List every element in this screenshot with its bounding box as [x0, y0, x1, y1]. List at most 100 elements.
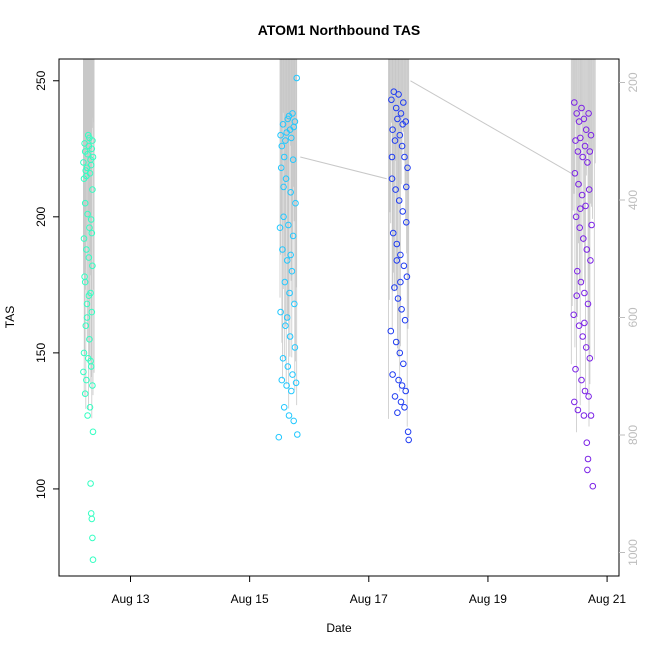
- data-point: [289, 232, 297, 240]
- data-point: [282, 175, 290, 182]
- data-point: [287, 251, 295, 259]
- data-point: [283, 129, 290, 136]
- data-point: [586, 148, 594, 155]
- data-point: [396, 131, 404, 139]
- data-point: [84, 150, 91, 158]
- data-point: [81, 140, 88, 147]
- data-point: [396, 349, 404, 357]
- data-point: [397, 398, 405, 406]
- data-point: [571, 398, 578, 406]
- data-point: [397, 278, 404, 286]
- data-point: [572, 365, 579, 373]
- data-point: [282, 322, 289, 330]
- data-point: [575, 180, 582, 188]
- data-point: [390, 88, 398, 95]
- data-point: [572, 137, 579, 144]
- data-point: [389, 229, 397, 237]
- data-point: [392, 186, 399, 193]
- data-point: [394, 295, 402, 302]
- data-point: [572, 213, 580, 221]
- data-point: [588, 221, 595, 229]
- data-point: [394, 409, 401, 417]
- data-point: [280, 404, 288, 411]
- data-point: [85, 254, 93, 261]
- data-point: [87, 510, 95, 517]
- data-point: [573, 292, 581, 300]
- data-point: [280, 183, 287, 191]
- data-point: [291, 344, 299, 351]
- data-point: [575, 322, 583, 330]
- data-point: [398, 142, 406, 150]
- data-point: [290, 417, 298, 425]
- data-point: [397, 251, 404, 259]
- data-point: [83, 300, 91, 308]
- data-point: [581, 142, 589, 150]
- data-point: [401, 316, 409, 324]
- data-point: [587, 257, 594, 264]
- plot-frame: [58, 58, 620, 577]
- data-point: [89, 153, 97, 161]
- data-point: [584, 466, 591, 474]
- data-point: [86, 170, 94, 177]
- data-point: [393, 240, 401, 248]
- data-point: [279, 121, 287, 128]
- data-point: [275, 433, 283, 441]
- data-point: [395, 197, 403, 204]
- data-point: [285, 112, 293, 120]
- chart-title: ATOM1 Northbound TAS: [258, 22, 421, 38]
- data-point: [583, 439, 591, 447]
- data-point: [80, 368, 87, 376]
- data-point: [81, 199, 89, 207]
- y-axis: 100 150 200 250: [34, 70, 59, 499]
- data-point: [279, 246, 286, 253]
- y-tick-label: 150: [34, 343, 48, 363]
- trace-connector: [410, 80, 572, 174]
- x-tick-label: Aug 17: [350, 592, 388, 606]
- data-point: [584, 300, 592, 308]
- data-point: [573, 110, 581, 117]
- data-point: [291, 300, 298, 308]
- data-point: [387, 327, 395, 335]
- data-point: [578, 104, 585, 112]
- data-point: [87, 480, 94, 487]
- x-tick-label: Aug 15: [231, 592, 269, 606]
- data-point: [289, 156, 297, 163]
- data-point: [398, 382, 406, 389]
- data-point: [403, 183, 410, 191]
- data-point: [400, 360, 407, 368]
- x-axis: Aug 13 Aug 15 Aug 17 Aug 19 Aug 21: [111, 576, 626, 606]
- data-point: [280, 153, 288, 161]
- data-point: [89, 186, 96, 193]
- y-tick-label: 200: [34, 206, 48, 226]
- data-point: [89, 534, 96, 542]
- data-point: [401, 153, 408, 161]
- data-point: [88, 229, 96, 237]
- data-point: [88, 145, 96, 153]
- data-point: [83, 246, 90, 253]
- data-point: [285, 221, 292, 229]
- y2-tick-label: 400: [626, 190, 640, 210]
- x-tick-label: Aug 13: [111, 592, 149, 606]
- data-point: [81, 390, 89, 398]
- data-point: [82, 322, 90, 330]
- data-point: [404, 164, 411, 172]
- data-point: [402, 387, 410, 395]
- data-point: [582, 344, 590, 351]
- data-point: [584, 159, 591, 166]
- data-point: [391, 284, 398, 291]
- y-tick-label: 250: [34, 70, 48, 90]
- data-point: [88, 515, 96, 523]
- y2-tick-label: 600: [626, 307, 640, 327]
- data-point: [585, 393, 592, 400]
- data-point: [587, 131, 595, 139]
- data-point: [292, 199, 299, 207]
- data-point: [88, 308, 96, 316]
- data-point: [400, 262, 408, 270]
- data-point: [282, 137, 289, 144]
- data-point: [89, 382, 96, 389]
- data-point: [580, 115, 588, 123]
- data-point: [405, 436, 413, 444]
- data-point: [580, 235, 587, 242]
- data-point: [288, 134, 295, 142]
